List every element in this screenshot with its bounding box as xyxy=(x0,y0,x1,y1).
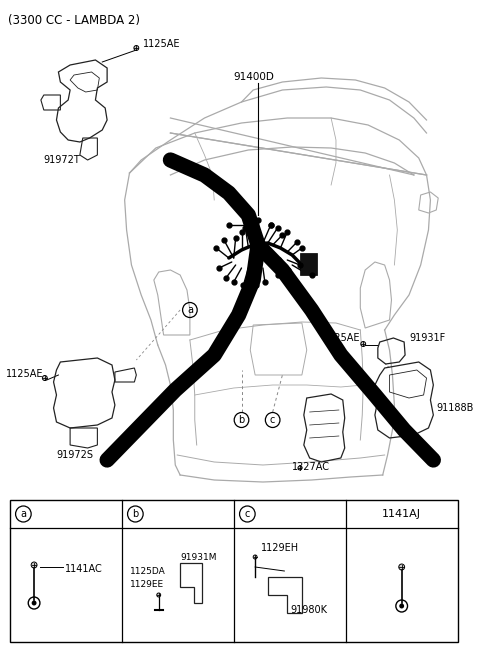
Text: b: b xyxy=(132,509,139,519)
Text: c: c xyxy=(270,415,276,425)
Circle shape xyxy=(157,593,161,597)
Text: (3300 CC - LAMBDA 2): (3300 CC - LAMBDA 2) xyxy=(8,14,140,27)
Circle shape xyxy=(298,466,302,470)
Bar xyxy=(10,500,458,642)
Text: 91400D: 91400D xyxy=(234,72,275,82)
Text: 91972T: 91972T xyxy=(44,155,81,165)
Text: 91931M: 91931M xyxy=(180,553,216,562)
Circle shape xyxy=(253,555,257,559)
Text: a: a xyxy=(20,509,26,519)
Circle shape xyxy=(399,564,405,570)
Circle shape xyxy=(399,604,404,608)
Text: 1141AC: 1141AC xyxy=(65,564,103,574)
Text: 91188B: 91188B xyxy=(436,403,474,413)
Text: 91980K: 91980K xyxy=(290,605,327,615)
Text: 1141AJ: 1141AJ xyxy=(382,509,421,519)
Circle shape xyxy=(31,562,37,568)
Text: 1125AE: 1125AE xyxy=(143,39,180,49)
Text: 91972S: 91972S xyxy=(57,450,94,460)
Circle shape xyxy=(361,342,366,346)
Circle shape xyxy=(42,376,47,381)
Text: 1129EH: 1129EH xyxy=(261,543,299,553)
Text: 1125AE: 1125AE xyxy=(324,333,361,343)
Text: 1125DA: 1125DA xyxy=(130,567,165,576)
Circle shape xyxy=(134,46,139,50)
Circle shape xyxy=(32,600,36,606)
Text: 91931F: 91931F xyxy=(409,333,445,343)
Text: 1129EE: 1129EE xyxy=(130,580,164,589)
Text: 1125AE: 1125AE xyxy=(6,369,43,379)
Bar xyxy=(300,253,317,275)
Text: b: b xyxy=(239,415,245,425)
Text: a: a xyxy=(187,305,193,315)
Text: 1327AC: 1327AC xyxy=(292,462,330,472)
Text: c: c xyxy=(245,509,250,519)
